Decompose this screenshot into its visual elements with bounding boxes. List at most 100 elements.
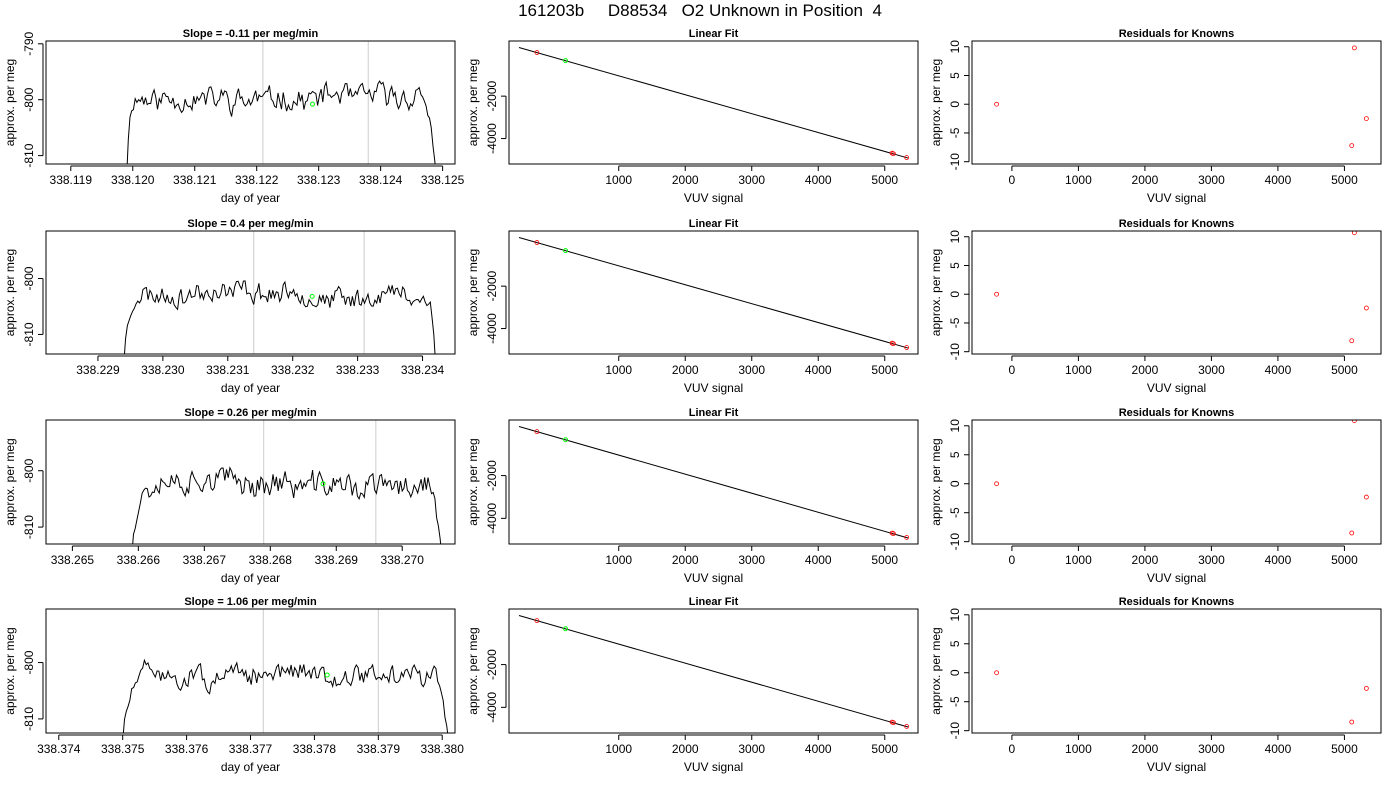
x-tick-label: 338.122 <box>235 173 279 187</box>
plot-frame <box>45 419 456 545</box>
plot-area <box>518 615 910 729</box>
y-tick-label: -5 <box>948 696 962 707</box>
panel-2-0: Slope = 0.26 per meg/min 338.265 338.266 33… <box>3 407 456 585</box>
x-tick-label: 2000 <box>1132 363 1159 377</box>
x-tick-label: 0 <box>1009 363 1016 377</box>
panel-2-2: Residuals for Knowns 0 1000 2000 3000 4000 500… <box>929 407 1382 585</box>
y-tick-label: 10 <box>948 230 962 244</box>
x-tick-label: 338.123 <box>297 173 341 187</box>
known-point <box>1363 116 1369 121</box>
panel-title: Slope = 1.06 per meg/min <box>184 596 317 608</box>
y-tick-label: -800 <box>22 650 36 674</box>
known-point <box>1351 45 1357 51</box>
unknown-point <box>563 248 569 254</box>
plot-area <box>518 236 910 350</box>
x-tick-label: 338.377 <box>229 742 273 756</box>
x-tick-label: 3000 <box>738 553 765 567</box>
known-point <box>904 155 910 160</box>
regression-line <box>518 615 909 728</box>
figure-title: 161203b D88534 O2 Unknown in Position 4 <box>518 1 882 20</box>
panel-title: Residuals for Knowns <box>1119 407 1235 419</box>
x-tick-label: 4000 <box>1265 173 1292 187</box>
plot-frame <box>971 230 1382 355</box>
y-tick-label: -810 <box>22 515 36 539</box>
panel-0-1: Linear Fit 1000 2000 3000 4000 5000 VUV signal… <box>466 28 919 205</box>
regression-line <box>518 236 909 349</box>
x-tick-label: 338.121 <box>173 173 217 187</box>
panel-title: Residuals for Knowns <box>1119 28 1235 40</box>
unknown-point <box>563 437 569 443</box>
known-point <box>534 240 540 245</box>
x-tick-label: 2000 <box>1132 553 1159 567</box>
known-point <box>534 429 540 435</box>
known-point <box>1349 719 1355 725</box>
y-tick-label: -810 <box>22 143 36 167</box>
y-tick-label: -810 <box>22 322 36 346</box>
x-axis-label: day of year <box>221 571 280 585</box>
plot-area <box>518 46 910 160</box>
y-tick-label: -4000 <box>485 692 499 723</box>
plot-frame <box>508 230 919 355</box>
y-tick-label: 5 <box>948 262 962 269</box>
known-point <box>994 291 1000 297</box>
regression-line <box>518 426 909 539</box>
known-point <box>904 345 910 350</box>
plot-frame <box>508 419 919 545</box>
y-tick-label: 0 <box>948 291 962 298</box>
x-tick-label: 3000 <box>738 173 765 187</box>
plot-frame <box>508 608 919 734</box>
x-tick-label: 0 <box>1009 553 1016 567</box>
x-tick-label: 338.267 <box>183 553 227 567</box>
x-tick-label: 1000 <box>605 742 632 756</box>
x-tick-label: 5000 <box>871 173 898 187</box>
plot-area <box>994 45 1369 149</box>
y-tick-label: -800 <box>22 458 36 482</box>
x-tick-label: 1000 <box>605 363 632 377</box>
known-point <box>1363 305 1369 311</box>
y-axis-label: approx. per meg <box>3 627 17 714</box>
panel-title: Residuals for Knowns <box>1119 218 1235 230</box>
unknown-point <box>309 101 315 107</box>
x-tick-label: 4000 <box>805 553 832 567</box>
plot-frame <box>971 608 1382 734</box>
panel-title: Linear Fit <box>689 407 739 419</box>
y-tick-label: -10 <box>948 153 962 171</box>
x-tick-label: 338.376 <box>165 742 209 756</box>
panel-title: Linear Fit <box>689 28 739 40</box>
x-tick-label: 1000 <box>1065 553 1092 567</box>
x-tick-label: 338.119 <box>50 173 93 187</box>
x-tick-label: 2000 <box>672 173 699 187</box>
unknown-point <box>309 293 315 299</box>
unknown-point <box>320 481 326 487</box>
y-axis-label: approx. per meg <box>3 59 17 146</box>
x-axis-label: day of year <box>221 760 280 774</box>
y-tick-label: -2000 <box>485 270 499 301</box>
plot-area <box>994 420 1369 536</box>
x-axis-label: VUV signal <box>1147 381 1206 395</box>
signal-trace <box>122 658 449 733</box>
y-tick-label: 5 <box>948 451 962 458</box>
x-axis-label: VUV signal <box>1147 571 1206 585</box>
known-point <box>890 531 896 537</box>
panel-title: Slope = 0.4 per meg/min <box>187 218 314 230</box>
x-tick-label: 338.234 <box>401 363 445 377</box>
x-tick-label: 338.266 <box>117 553 161 567</box>
y-tick-label: -5 <box>948 317 962 328</box>
x-tick-label: 1000 <box>1065 742 1092 756</box>
y-tick-label: 10 <box>948 419 962 433</box>
known-point <box>904 724 910 729</box>
y-tick-label: -5 <box>948 127 962 138</box>
x-tick-label: 2000 <box>1132 742 1159 756</box>
y-tick-label: 0 <box>948 101 962 108</box>
x-tick-label: 338.380 <box>421 742 465 756</box>
x-axis-label: VUV signal <box>684 571 743 585</box>
plot-frame <box>508 40 919 165</box>
x-tick-label: 338.125 <box>421 173 465 187</box>
known-point <box>904 535 910 540</box>
y-axis-label: approx. per meg <box>3 249 17 336</box>
x-tick-label: 5000 <box>871 742 898 756</box>
x-tick-label: 5000 <box>871 553 898 567</box>
known-point <box>1351 420 1357 423</box>
x-tick-label: 3000 <box>738 363 765 377</box>
y-tick-label: 5 <box>948 72 962 79</box>
